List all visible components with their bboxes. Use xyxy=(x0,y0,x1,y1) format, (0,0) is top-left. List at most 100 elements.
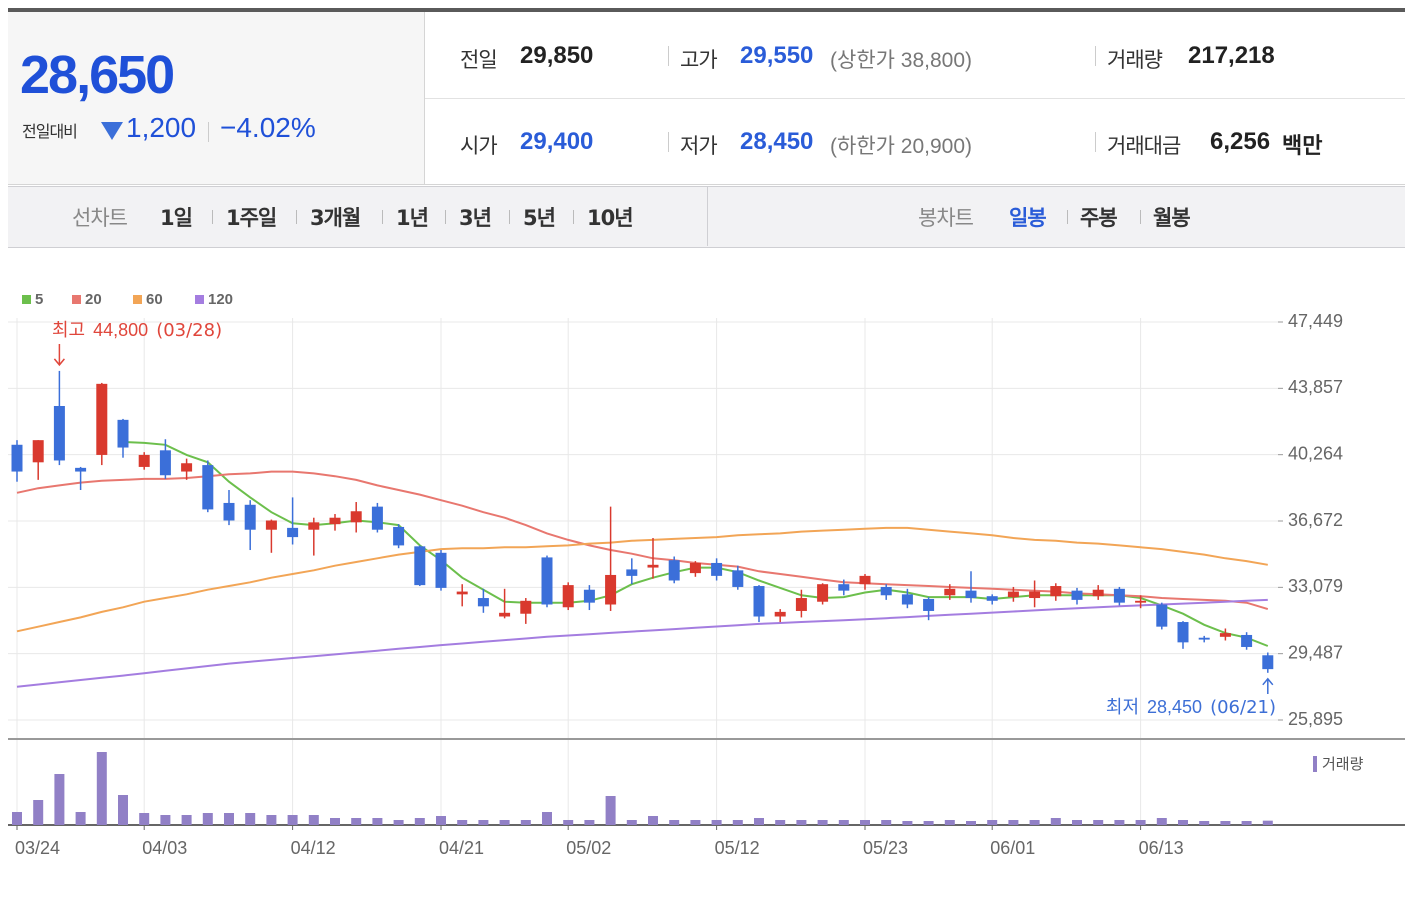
volume-legend-label: 거래량 xyxy=(1322,756,1364,773)
legend-label: 5 xyxy=(35,291,43,308)
x-tick-label: 05/23 xyxy=(863,838,908,858)
tab-separator xyxy=(382,210,383,224)
candle-body xyxy=(817,584,829,602)
annotation-part: (06/21) xyxy=(1210,697,1276,718)
candle-body xyxy=(1198,637,1210,640)
stat-value: 217,218 xyxy=(1188,42,1275,69)
candle-body xyxy=(774,611,786,617)
candle-body xyxy=(265,520,277,530)
candle-body xyxy=(1050,586,1062,597)
candle-body xyxy=(244,504,256,530)
stat-label: 저가 xyxy=(680,134,718,158)
tab[interactable]: 5년 xyxy=(523,206,556,230)
volume-bar xyxy=(542,812,552,825)
volume-bar xyxy=(1135,820,1146,825)
separator xyxy=(1095,46,1096,66)
candle-body xyxy=(1156,604,1168,627)
volume-bar xyxy=(881,820,892,825)
x-tick-label: 04/03 xyxy=(142,838,187,858)
volume-bar xyxy=(414,818,425,825)
tab[interactable]: 주봉 xyxy=(1080,206,1118,230)
candle-body xyxy=(308,522,320,530)
candle-body xyxy=(202,465,214,510)
tab-separator xyxy=(1140,210,1141,224)
candle-body xyxy=(181,463,193,472)
candle-body xyxy=(223,502,235,521)
candle-body xyxy=(138,454,150,467)
y-tick-label: 47,449 xyxy=(1288,311,1343,331)
volume-bar xyxy=(181,815,192,825)
y-tick-label: 43,857 xyxy=(1288,377,1343,397)
volume-bar xyxy=(351,818,362,825)
volume-bar xyxy=(1220,821,1231,825)
y-tick-label: 25,895 xyxy=(1288,709,1343,729)
stat-label: 전일 xyxy=(460,48,498,72)
tab[interactable]: 3개월 xyxy=(310,206,361,230)
candle-body xyxy=(477,598,489,607)
annotation-part: 44,800 xyxy=(93,320,148,340)
candle-body xyxy=(901,594,913,605)
volume-bar xyxy=(648,816,658,825)
candle-body xyxy=(159,450,171,476)
tab[interactable]: 1년 xyxy=(396,206,429,230)
candle-body xyxy=(499,612,511,617)
tab[interactable]: 10년 xyxy=(587,206,634,230)
candle-body xyxy=(1135,600,1147,603)
candle-body xyxy=(520,600,532,614)
candle-body xyxy=(795,598,807,611)
volume-bar xyxy=(436,816,446,825)
row-divider xyxy=(425,98,1405,99)
stat-value: 29,850 xyxy=(520,42,594,69)
volume-bar xyxy=(499,820,510,825)
tab[interactable]: 1주일 xyxy=(226,206,277,230)
candle-body xyxy=(1092,589,1104,597)
tab[interactable]: 월봉 xyxy=(1153,206,1191,230)
volume-bar xyxy=(202,813,213,825)
down-triangle xyxy=(101,122,123,140)
volume-bar xyxy=(330,818,340,825)
candle-body xyxy=(923,598,935,611)
volume-legend-swatch xyxy=(1313,756,1317,772)
volume-bar xyxy=(626,820,637,825)
volume-bar xyxy=(1072,820,1082,825)
tab[interactable]: 일봉 xyxy=(1009,206,1047,230)
change-label: 전일대비 xyxy=(22,122,78,141)
volume-bar xyxy=(923,821,934,825)
separator xyxy=(668,132,669,152)
volume-bar xyxy=(1199,821,1210,825)
candle-body xyxy=(32,440,44,463)
candle-body xyxy=(859,575,871,585)
candle-body xyxy=(53,405,65,461)
volume-bar xyxy=(1178,820,1188,825)
candle-body xyxy=(541,557,553,605)
volume-bar xyxy=(245,813,256,825)
price-limit: (상한가 38,800) xyxy=(830,49,973,72)
x-tick-label: 04/12 xyxy=(291,838,336,858)
volume-bar xyxy=(287,815,298,825)
stat-label: 거래량 xyxy=(1107,48,1163,72)
candle-body xyxy=(1241,634,1253,647)
volume-bar xyxy=(308,815,319,825)
candle-body xyxy=(562,585,574,608)
candle-body xyxy=(350,511,362,523)
legend-label: 20 xyxy=(85,291,102,308)
volume-bar xyxy=(372,818,383,825)
tab[interactable]: 1일 xyxy=(160,206,193,230)
legend-swatch xyxy=(72,295,81,304)
x-tick-label: 04/21 xyxy=(439,838,484,858)
y-tick-label: 29,487 xyxy=(1288,642,1343,662)
candle-body xyxy=(838,584,850,591)
tab-separator xyxy=(296,210,297,224)
tab-group-label: 선차트 xyxy=(72,206,128,230)
candle-body xyxy=(965,590,977,599)
volume-bar xyxy=(732,820,743,825)
candle-body xyxy=(583,589,595,603)
volume-bar xyxy=(1050,818,1061,825)
volume-bar xyxy=(944,820,955,825)
candle-body xyxy=(689,562,701,574)
moving-average-line xyxy=(16,526,1268,633)
stat-label: 시가 xyxy=(460,134,498,158)
tab[interactable]: 3년 xyxy=(459,206,492,230)
candle-body xyxy=(414,546,426,586)
stat-label: 고가 xyxy=(680,48,718,72)
